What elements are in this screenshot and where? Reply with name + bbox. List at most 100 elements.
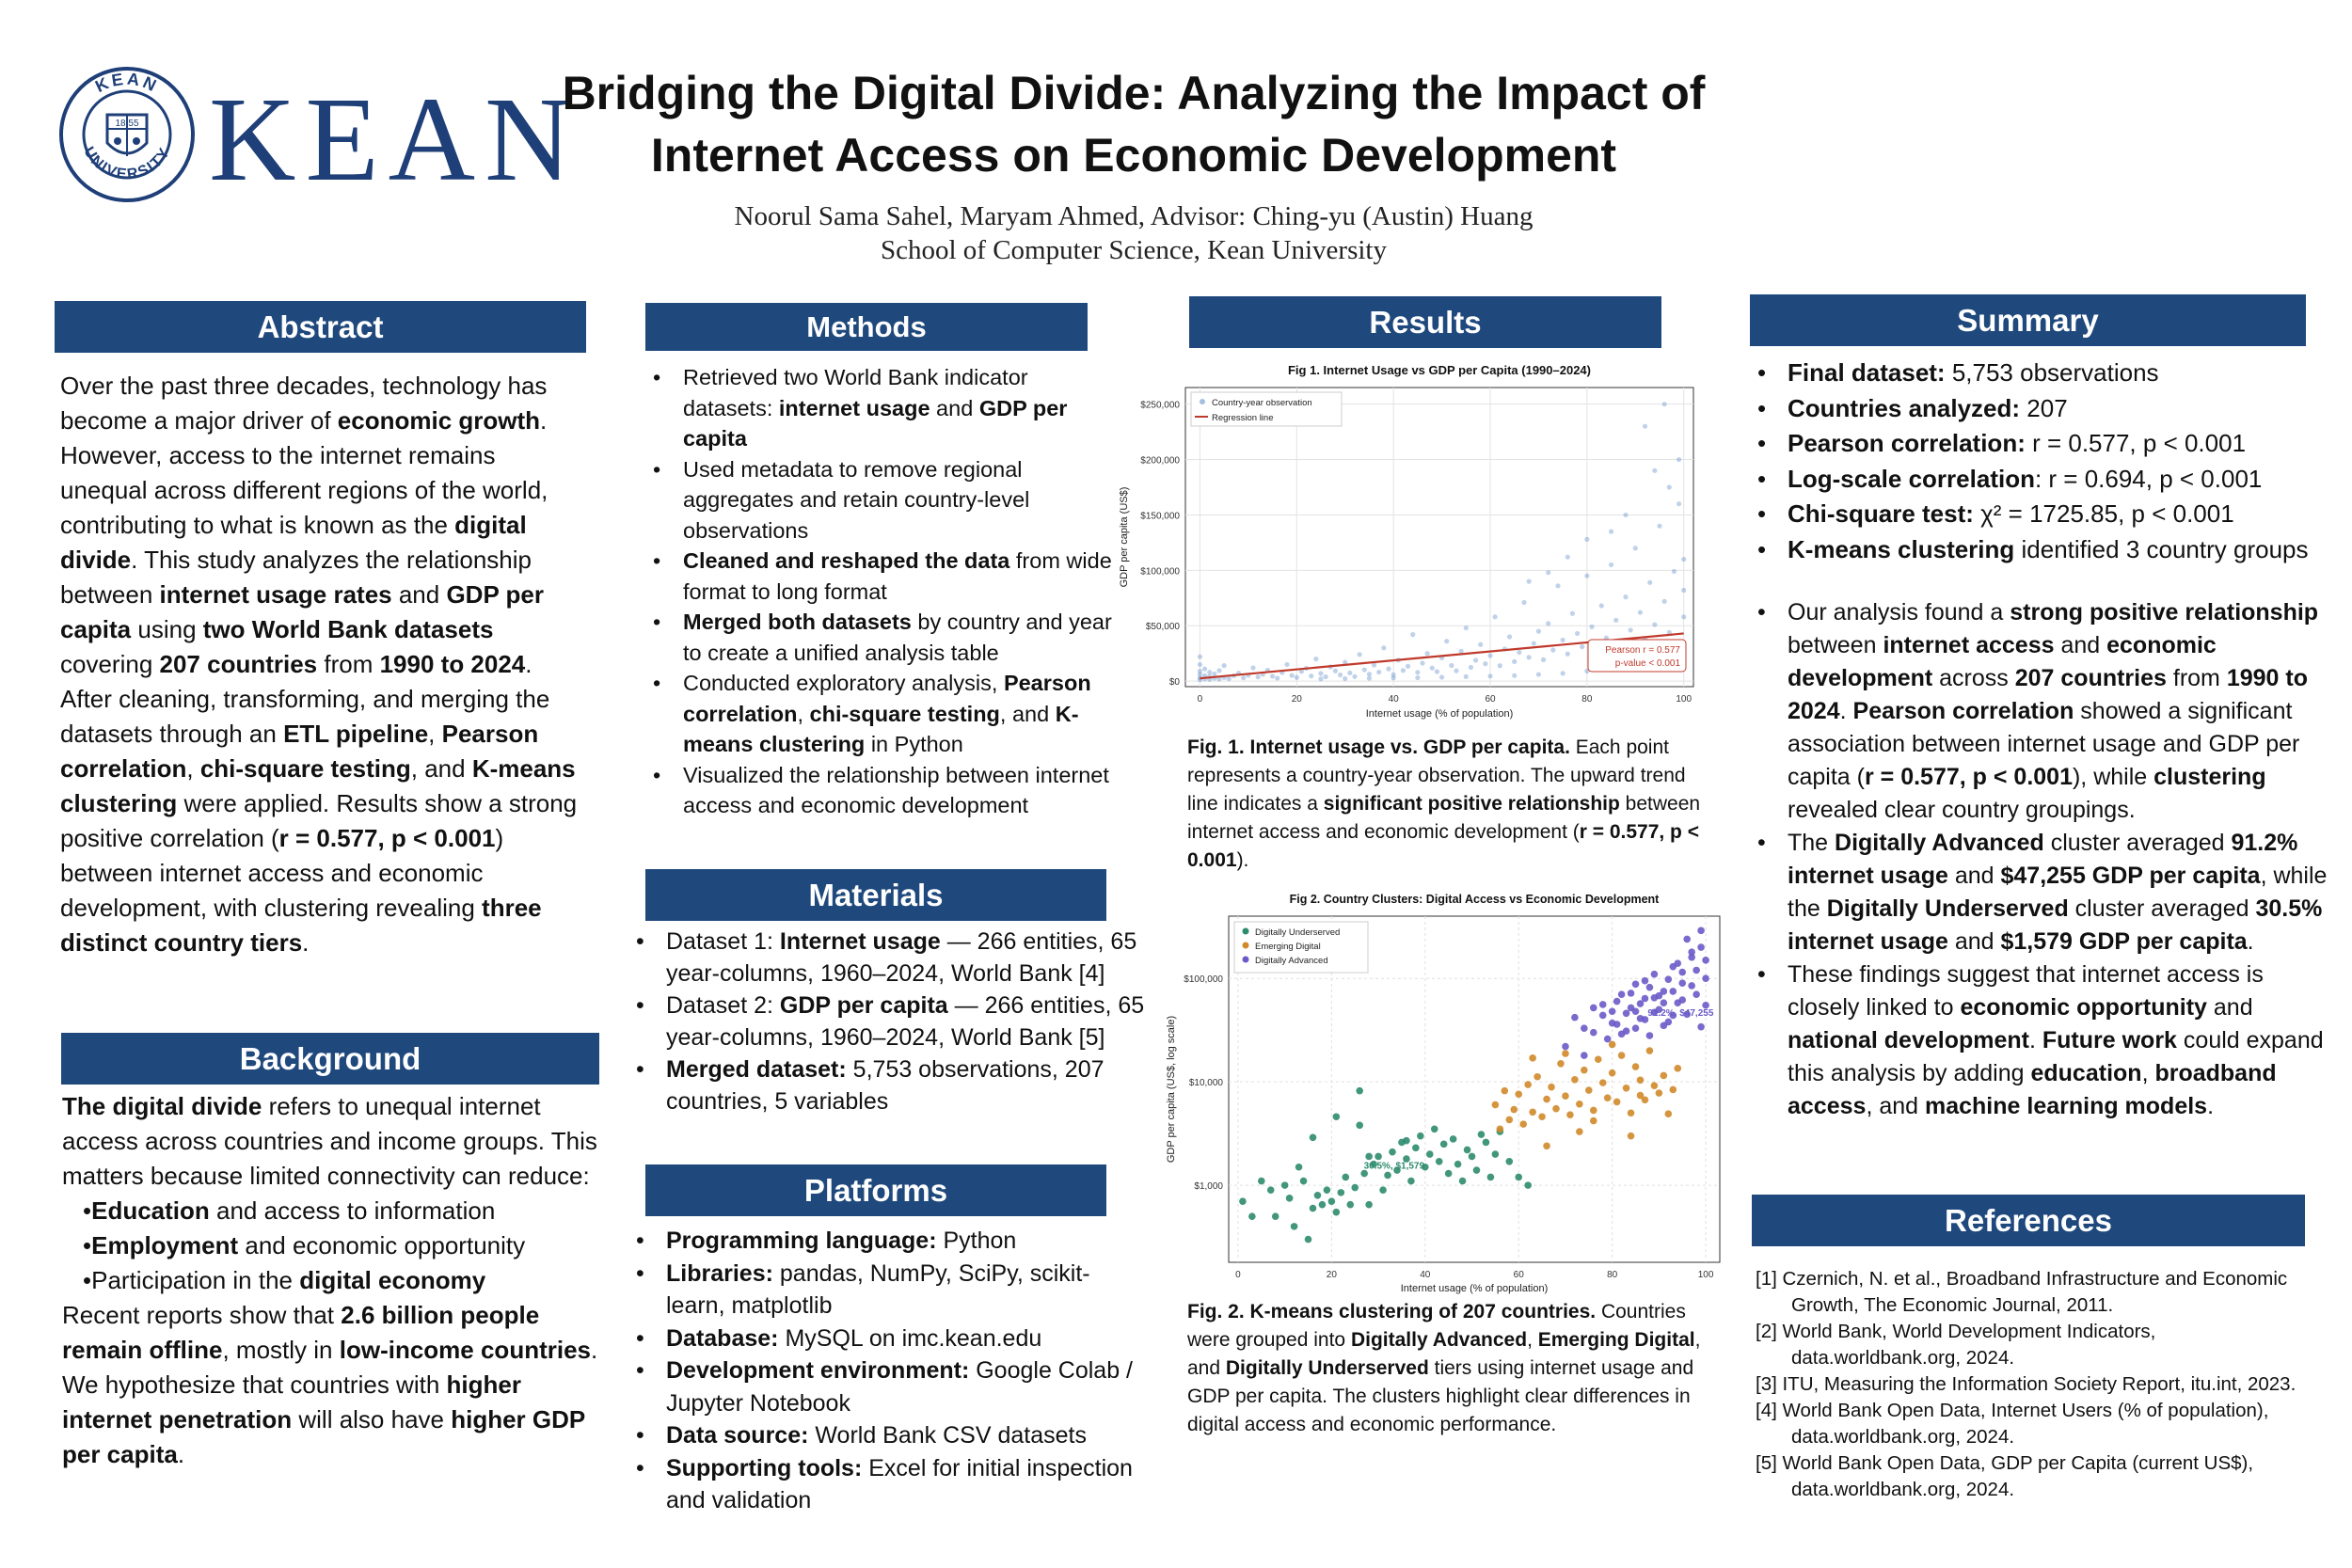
emphasis-text: digital economy — [299, 1266, 486, 1294]
emphasis-text: 91.2% internet usage — [1788, 830, 2298, 889]
data-point — [1351, 1183, 1359, 1192]
data-point — [1496, 1125, 1504, 1133]
data-point — [1239, 1197, 1247, 1205]
fig2-cluster-chart: Fig 2. Country Clusters: Digital Access … — [1166, 893, 1721, 1294]
data-point — [1521, 599, 1527, 606]
emphasis-text: Education — [91, 1196, 210, 1225]
legend-marker — [1200, 399, 1205, 404]
data-point — [1641, 994, 1649, 1003]
data-point — [1366, 672, 1373, 677]
y-tick-label: $200,000 — [1140, 456, 1180, 467]
data-point — [1661, 402, 1667, 407]
emphasis-text: education — [2030, 1060, 2142, 1086]
data-point — [1688, 948, 1695, 956]
body-text: from wide format to long format — [683, 548, 1112, 604]
body-text: . After cleaning, transforming, and merg… — [60, 650, 550, 748]
data-point — [1598, 1011, 1607, 1020]
emphasis-text: higher internet penetration — [62, 1370, 521, 1433]
body-text: . — [2247, 928, 2254, 955]
body-text: and — [930, 395, 979, 420]
emphasis-text: 1990 to 2024 — [1788, 665, 2308, 724]
body-text: between internet access and economic dev… — [1187, 793, 1701, 843]
emphasis-text: economic opportunity — [1960, 994, 2207, 1021]
data-point — [1655, 1089, 1663, 1097]
body-text: , and — [999, 701, 1056, 726]
emphasis-text: Libraries: — [666, 1259, 773, 1287]
data-point — [1454, 668, 1459, 673]
body-text: , — [186, 754, 200, 783]
body-text: and access to information — [209, 1196, 496, 1225]
body-text: identified 3 country groups — [2014, 534, 2309, 563]
data-point — [1365, 1152, 1373, 1161]
body-text: Dataset 1: — [666, 928, 780, 955]
data-point — [1332, 1208, 1341, 1216]
background-body: The digital divide refers to unequal int… — [62, 1089, 617, 1472]
list-item: Libraries: pandas, NumPy, SciPy, scikit-… — [625, 1258, 1133, 1323]
data-point — [1250, 665, 1256, 671]
data-point — [1543, 1142, 1550, 1150]
data-point — [1430, 1125, 1438, 1133]
emphasis-text: Programming language: — [666, 1227, 937, 1254]
emphasis-text: Digitally Advanced — [1350, 1329, 1528, 1351]
body-text: World Bank CSV datasets — [808, 1422, 1087, 1449]
data-point — [1444, 639, 1450, 644]
data-point — [1309, 673, 1314, 679]
body-text: , while the — [1788, 863, 2328, 922]
data-point — [1271, 1212, 1279, 1221]
chart-title: Fig 2. Country Clusters: Digital Access … — [1290, 893, 1661, 906]
list-item: Visualized the relationship between inte… — [642, 760, 1112, 821]
data-point — [1529, 1108, 1536, 1117]
data-point — [1652, 622, 1658, 627]
data-point — [1546, 621, 1551, 626]
data-point — [1226, 676, 1232, 682]
x-tick-label: 100 — [1698, 1270, 1714, 1280]
background-bullet: •Employment and economic opportunity — [62, 1228, 617, 1263]
data-point — [1548, 1083, 1555, 1091]
x-tick-label: 80 — [1607, 1270, 1618, 1280]
kean-wordmark: KEAN — [209, 72, 581, 206]
list-item: These findings suggest that internet acc… — [1746, 958, 2339, 1123]
body-text: — 266 entities, 65 year-columns, 1960–20… — [666, 928, 1137, 987]
body-text: and — [2054, 632, 2107, 658]
data-point — [1216, 668, 1222, 673]
body-text: in Python — [865, 732, 963, 756]
emphasis-text: higher GDP per capita — [62, 1405, 585, 1468]
emphasis-text: GDP per capita — [60, 580, 545, 643]
data-point — [1332, 668, 1339, 673]
data-point — [1562, 1092, 1569, 1100]
data-point — [1337, 1189, 1345, 1196]
data-point — [1294, 674, 1299, 680]
data-point — [1318, 676, 1324, 682]
data-point — [1403, 1155, 1410, 1163]
legend-label: Digitally Advanced — [1255, 956, 1328, 966]
data-point — [1376, 669, 1382, 675]
body-text: , — [2141, 1060, 2155, 1086]
body-text: by country and year to create a unified … — [683, 610, 1112, 665]
plot-area — [1184, 387, 1694, 688]
methods-list: Retrieved two World Bank indicator datas… — [642, 362, 1112, 821]
data-point — [1505, 1157, 1514, 1165]
data-point — [1360, 1169, 1368, 1178]
body-text: ), while — [2072, 764, 2154, 790]
body-text: . — [302, 928, 310, 957]
emphasis-text: significant positive relationship — [1323, 793, 1620, 815]
emphasis-text: Chi-square test: — [1788, 499, 1974, 528]
data-point — [1212, 671, 1217, 677]
data-point — [1379, 1186, 1387, 1194]
list-item: Conducted exploratory analysis, Pearson … — [642, 668, 1112, 760]
y-tick-label: $50,000 — [1146, 622, 1181, 632]
data-point — [1386, 666, 1391, 672]
data-point — [1702, 957, 1709, 964]
body-text: , — [797, 701, 810, 726]
data-point — [1632, 546, 1638, 551]
data-point — [1598, 1079, 1607, 1086]
emphasis-text: economic growth — [337, 406, 541, 435]
methods-heading: Methods — [645, 303, 1088, 351]
data-point — [1422, 1163, 1429, 1171]
body-text: cluster averaged — [2068, 895, 2256, 922]
data-point — [1197, 672, 1203, 677]
data-point — [1550, 647, 1556, 653]
data-point — [1309, 1133, 1317, 1142]
author-block: Noorul Sama Sahel, Maryam Ahmed, Advisor… — [527, 199, 1740, 267]
data-point — [1472, 657, 1479, 663]
